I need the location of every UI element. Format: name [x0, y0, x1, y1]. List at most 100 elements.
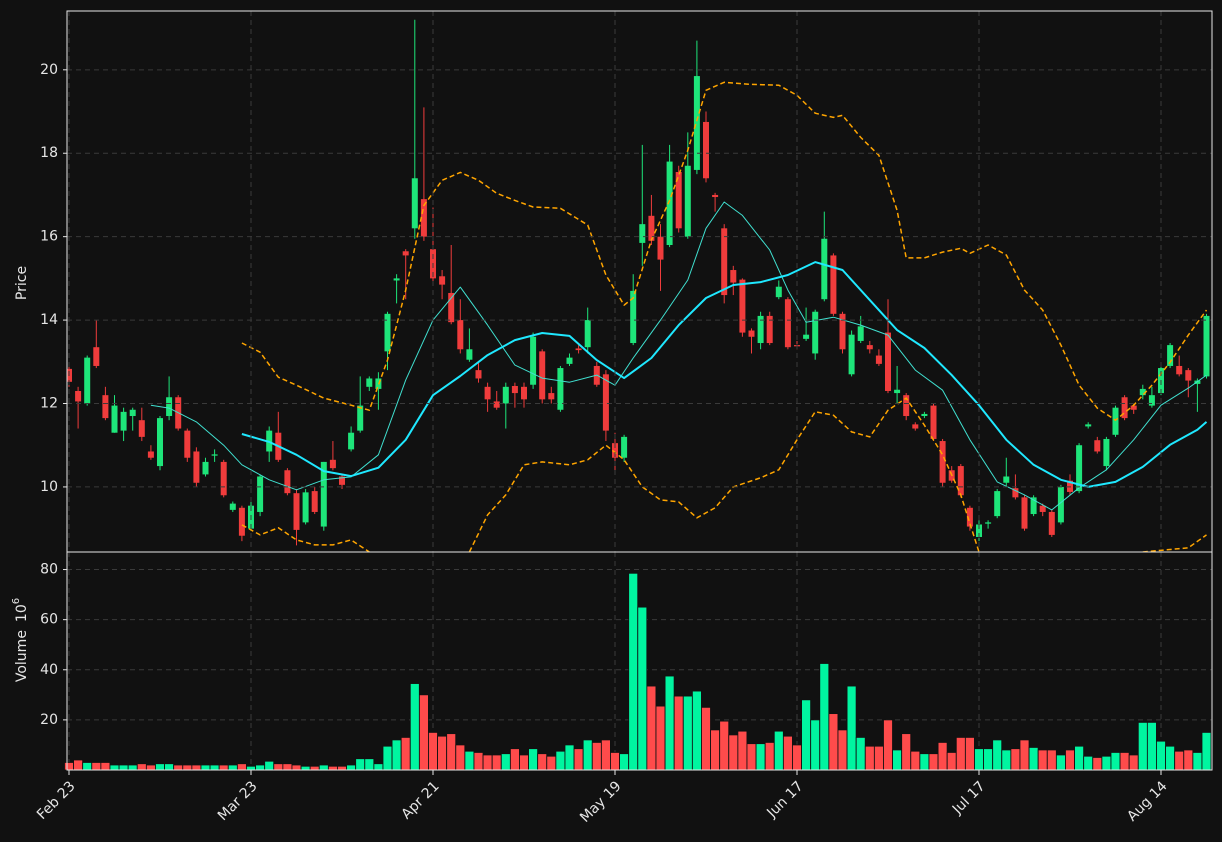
candle-body [894, 389, 901, 394]
volume-bar [764, 742, 775, 771]
candle-body [912, 424, 919, 429]
candle-body [639, 224, 646, 243]
candle-body [957, 466, 964, 496]
volume-bar [928, 753, 939, 771]
candle-body [1121, 397, 1128, 419]
candle-body [857, 326, 864, 341]
candle-body [220, 461, 227, 496]
volume-bar [346, 764, 357, 771]
volume-bar [273, 763, 284, 771]
volume-bar [601, 739, 611, 771]
candle-body [466, 349, 473, 360]
volume-bar [1183, 749, 1194, 771]
volume-bar [755, 743, 766, 771]
candle-body [439, 276, 446, 285]
candle-body [1030, 497, 1037, 515]
volume-bar [364, 758, 375, 771]
candle-body [1203, 315, 1210, 377]
candle-body [1185, 370, 1192, 381]
volume-bar [846, 685, 857, 771]
volume-bar [227, 764, 238, 771]
indicator-line [241, 261, 1208, 488]
volume-bar [864, 745, 875, 771]
candle-body [475, 370, 482, 379]
volume-bar [327, 765, 338, 771]
volume-bar [801, 699, 811, 771]
volume-bar [673, 695, 684, 771]
candle-body [666, 161, 673, 246]
candle-body [875, 355, 882, 364]
volume-bar [564, 744, 575, 771]
volume-bar [1201, 732, 1212, 771]
volume-bar [837, 729, 848, 771]
volume-bar [719, 720, 730, 771]
volume-bar [1074, 745, 1084, 771]
volume-bar [409, 683, 420, 771]
candle-body [348, 432, 355, 450]
volume-bar [692, 690, 702, 771]
volume-bar [382, 745, 393, 771]
volume-bar [1156, 740, 1166, 771]
volume-bar [1065, 749, 1075, 771]
candle-body [985, 522, 992, 524]
volume-bar [482, 754, 493, 771]
candle-body [757, 315, 764, 344]
volume-bar [464, 750, 475, 771]
volume-bar [246, 765, 256, 771]
volume-bar [64, 762, 74, 771]
candle-body [1085, 424, 1092, 427]
volume-bar [637, 606, 648, 771]
volume-bar [792, 744, 802, 771]
volume-bar [446, 733, 457, 771]
volume-bar [73, 759, 83, 771]
volume-bar [127, 764, 138, 771]
volume-bar [1092, 757, 1103, 771]
volume-bar [236, 763, 247, 771]
candle-body [193, 451, 200, 483]
candle-body [621, 436, 628, 458]
candle-body [903, 395, 910, 417]
volume-bar [109, 764, 120, 771]
volume-bar [145, 764, 156, 771]
volume-bar [874, 745, 884, 771]
volume-bar [1037, 749, 1048, 771]
volume-bar [582, 739, 593, 771]
volume-bar [300, 765, 311, 771]
candle-body [1048, 511, 1055, 535]
volume-bar [428, 732, 438, 771]
candle-body [320, 461, 327, 527]
volume-label: Volume [14, 630, 30, 682]
volume-bar [737, 730, 748, 771]
volume-bar [1001, 749, 1012, 771]
volume-bar [619, 753, 629, 771]
candle-body [784, 299, 791, 348]
indicator-line [150, 201, 1207, 511]
volume-bar [1101, 755, 1112, 771]
candle-body [420, 199, 427, 237]
candle-body [1003, 476, 1010, 483]
volume-bar [992, 739, 1003, 771]
volume-bar [1137, 721, 1148, 771]
volume-bar [200, 764, 211, 771]
candle-body [1130, 405, 1137, 410]
candle-body [612, 443, 618, 458]
volume-bar [555, 750, 566, 771]
candle-body [411, 178, 418, 229]
y-tick-label: 60 [40, 612, 58, 628]
volume-bar [118, 764, 129, 771]
candle-body [748, 330, 755, 337]
price-clip-group [67, 19, 1210, 552]
y-tick-label: 20 [40, 712, 58, 728]
volume-bar [1046, 749, 1057, 771]
volume-bar [628, 572, 639, 771]
volume-bar [318, 764, 329, 771]
indicator-line [241, 397, 1207, 552]
candle-body [530, 336, 537, 385]
volume-bar [783, 735, 793, 771]
candle-body [548, 393, 555, 400]
candle-body [1167, 345, 1174, 366]
candle-body [866, 345, 873, 350]
candle-body [1012, 488, 1019, 498]
volume-bar [883, 719, 893, 771]
candle-body [502, 386, 509, 404]
